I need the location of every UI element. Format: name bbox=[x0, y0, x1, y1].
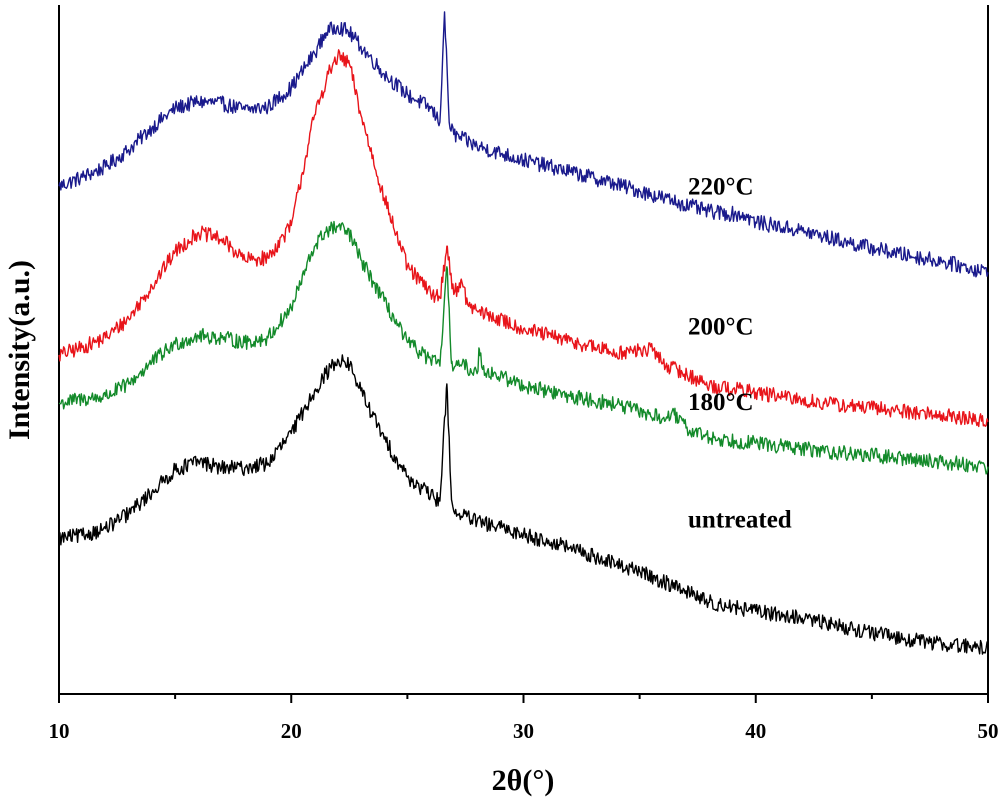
x-tick-label: 30 bbox=[513, 719, 534, 743]
plot-frame bbox=[58, 5, 989, 695]
x-ticks: 10 20 30 40 50 bbox=[49, 694, 999, 743]
series-line-1 bbox=[58, 11, 989, 278]
x-tick-label: 40 bbox=[745, 719, 766, 743]
series-line-2 bbox=[58, 49, 989, 428]
x-tick-label: 10 bbox=[49, 719, 70, 743]
series-line-3 bbox=[58, 220, 989, 475]
x-tick-label: 50 bbox=[978, 719, 999, 743]
series-label-2: 200°C bbox=[688, 313, 754, 340]
series-labels: 220°C 200°C 180°C untreated bbox=[688, 174, 792, 534]
x-tick-label: 20 bbox=[281, 719, 302, 743]
series-line-4 bbox=[58, 354, 989, 655]
y-axis-title: Intensity(a.u.) bbox=[3, 260, 36, 440]
x-axis-title: 2θ(°) bbox=[492, 764, 555, 797]
series-label-1: 220°C bbox=[688, 174, 754, 201]
series-label-4: untreated bbox=[688, 506, 792, 533]
series-label-3: 180°C bbox=[688, 389, 754, 416]
series-group bbox=[58, 11, 989, 655]
